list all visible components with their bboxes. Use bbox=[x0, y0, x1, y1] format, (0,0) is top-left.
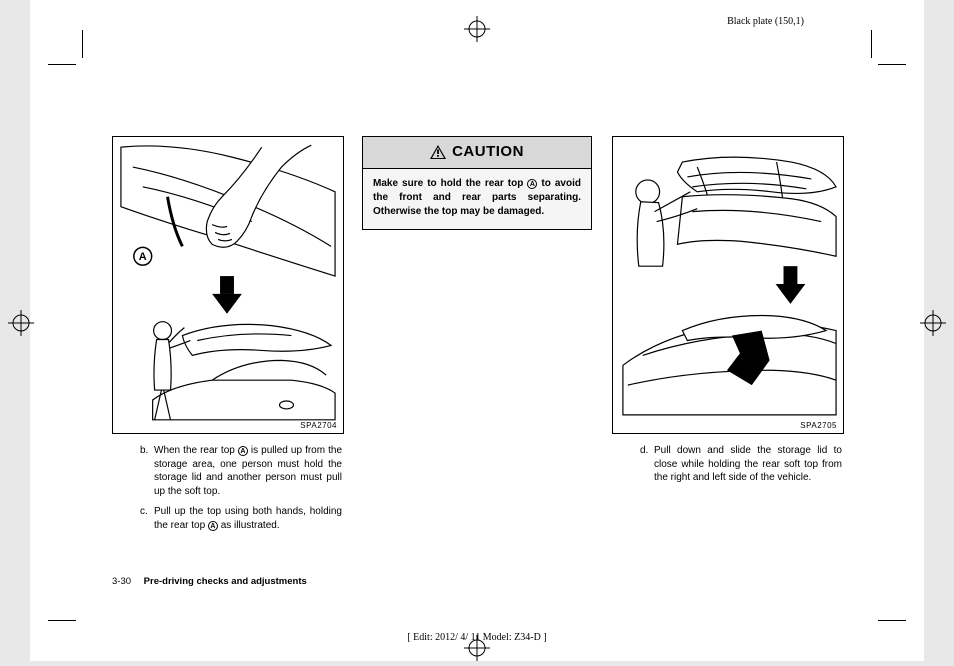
step-text: When the rear top A is pulled up from th… bbox=[154, 444, 342, 498]
step-d: d. Pull down and slide the storage lid t… bbox=[640, 444, 842, 485]
step-list-left: b. When the rear top A is pulled up from… bbox=[112, 444, 342, 532]
figure-code: SPA2705 bbox=[800, 421, 837, 430]
caution-body: Make sure to hold the rear top A to avoi… bbox=[362, 169, 592, 230]
marker-a-icon: A bbox=[208, 521, 218, 531]
marker-a-icon: A bbox=[238, 446, 248, 456]
illustration-soft-top-pull: A bbox=[113, 137, 343, 433]
figure-left: A bbox=[112, 136, 344, 434]
content-area: A bbox=[112, 136, 842, 601]
illustration-storage-lid bbox=[613, 137, 843, 433]
step-text: Pull down and slide the storage lid to c… bbox=[654, 444, 842, 485]
caution-header: CAUTION bbox=[362, 136, 592, 169]
registration-mark-icon bbox=[920, 310, 946, 336]
manual-page: Black plate (150,1) bbox=[30, 0, 924, 661]
column-right: SPA2705 d. Pull down and slide the stora… bbox=[612, 136, 842, 601]
section-title: Pre-driving checks and adjustments bbox=[144, 576, 307, 587]
marker-a-icon: A bbox=[527, 179, 537, 189]
figure-right: SPA2705 bbox=[612, 136, 844, 434]
column-middle: CAUTION Make sure to hold the rear top A… bbox=[362, 136, 592, 601]
figure-code: SPA2704 bbox=[300, 421, 337, 430]
step-list-right: d. Pull down and slide the storage lid t… bbox=[612, 444, 842, 485]
step-b: b. When the rear top A is pulled up from… bbox=[140, 444, 342, 498]
edit-info: [ Edit: 2012/ 4/ 11 Model: Z34-D ] bbox=[30, 632, 924, 643]
caution-title: CAUTION bbox=[430, 143, 524, 160]
crop-mark bbox=[871, 30, 872, 58]
page-footer: 3-30 Pre-driving checks and adjustments bbox=[112, 576, 307, 587]
black-plate-label: Black plate (150,1) bbox=[727, 16, 804, 27]
registration-mark-icon bbox=[8, 310, 34, 336]
step-text: Pull up the top using both hands, holdin… bbox=[154, 505, 342, 532]
crop-mark bbox=[878, 64, 906, 65]
crop-mark bbox=[48, 64, 76, 65]
step-letter: d. bbox=[640, 444, 654, 485]
step-c: c. Pull up the top using both hands, hol… bbox=[140, 505, 342, 532]
crop-mark bbox=[82, 30, 83, 58]
column-left: A bbox=[112, 136, 342, 601]
svg-text:A: A bbox=[139, 251, 147, 263]
page-number: 3-30 bbox=[112, 576, 131, 587]
crop-mark bbox=[878, 620, 906, 621]
crop-mark bbox=[48, 620, 76, 621]
step-letter: b. bbox=[140, 444, 154, 498]
registration-mark-icon bbox=[464, 16, 490, 42]
warning-triangle-icon bbox=[430, 145, 446, 159]
step-letter: c. bbox=[140, 505, 154, 532]
